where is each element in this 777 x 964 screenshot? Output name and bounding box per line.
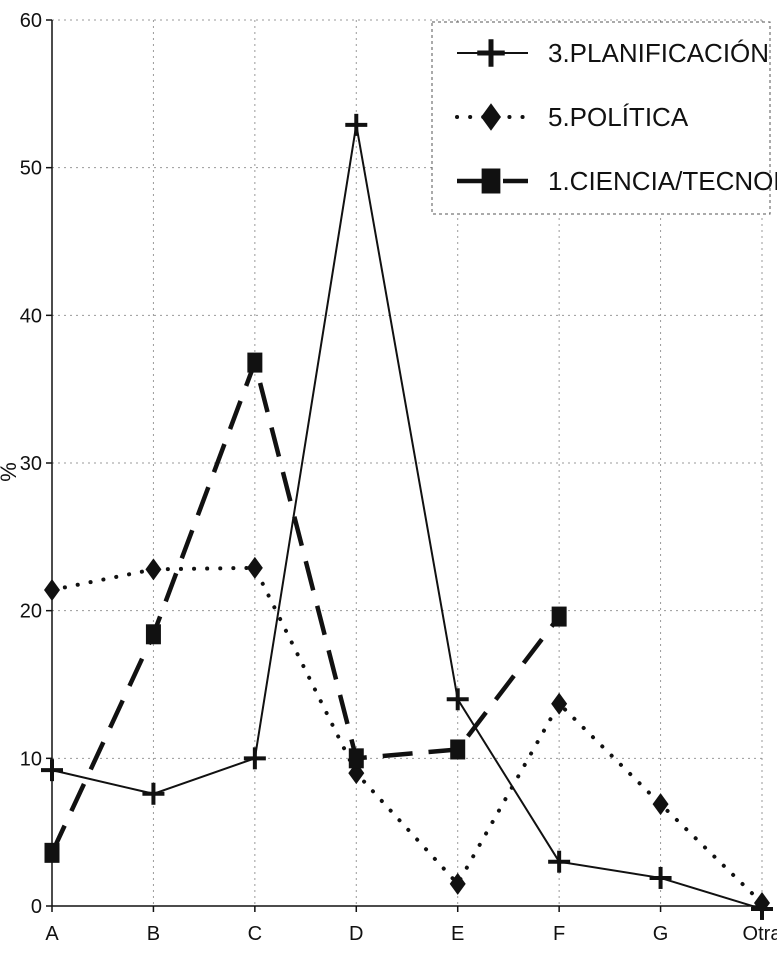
x-tick-label: C [248,923,262,945]
x-tick-label: G [653,923,669,945]
legend-label: 5.POLÍTICA [548,102,689,132]
diamond-marker [449,872,466,895]
x-tick-label: F [553,923,565,945]
plus-marker [41,759,63,782]
y-tick-label: 60 [20,10,42,32]
plus-marker [243,747,266,770]
square-marker [348,748,364,769]
series-line-diamond [50,565,764,906]
y-tick-label: 0 [31,896,42,918]
diamond-marker [145,558,162,581]
x-tick-label: E [451,923,464,945]
plus-marker [446,688,469,711]
axes: 0 10 20 30 40 50 60 A B C D E F G Otra [20,10,777,945]
y-tick-label: 10 [20,748,42,770]
y-tick-label: 20 [20,601,42,623]
y-tick-label: 40 [20,305,42,327]
x-tick-label: Otra [743,923,777,945]
legend-label: 3.PLANIFICACIÓN [548,38,769,68]
diamond-marker [754,892,770,915]
y-tick-label: 50 [20,158,42,180]
legend: 3.PLANIFICACIÓN 5.POLÍTICA 1.CIENCIA/TECNO… [431,21,777,215]
diamond-marker [551,692,568,715]
square-marker [450,739,466,760]
series-line-plus [51,124,763,910]
plus-marker [649,866,672,889]
series-line-square [49,355,561,854]
x-tick-label: B [147,923,160,945]
series-lines [41,113,773,920]
plus-marker [142,782,165,805]
plus-marker [548,850,571,873]
x-tick-label: D [349,923,363,945]
legend-label: 1.CIENCIA/TECNOL [548,166,777,196]
y-axis-title: % [0,462,21,482]
diamond-marker [246,556,263,579]
square-marker [145,624,161,645]
plus-marker [477,39,505,67]
square-marker [481,168,501,194]
diamond-marker [481,103,501,131]
square-marker [44,842,60,863]
diamond-marker [652,793,669,816]
x-tick-label: A [45,923,59,945]
y-tick-label: 30 [20,453,42,475]
square-marker [551,606,567,627]
square-marker [247,352,263,373]
plus-marker [345,113,368,136]
diamond-marker [44,578,60,601]
